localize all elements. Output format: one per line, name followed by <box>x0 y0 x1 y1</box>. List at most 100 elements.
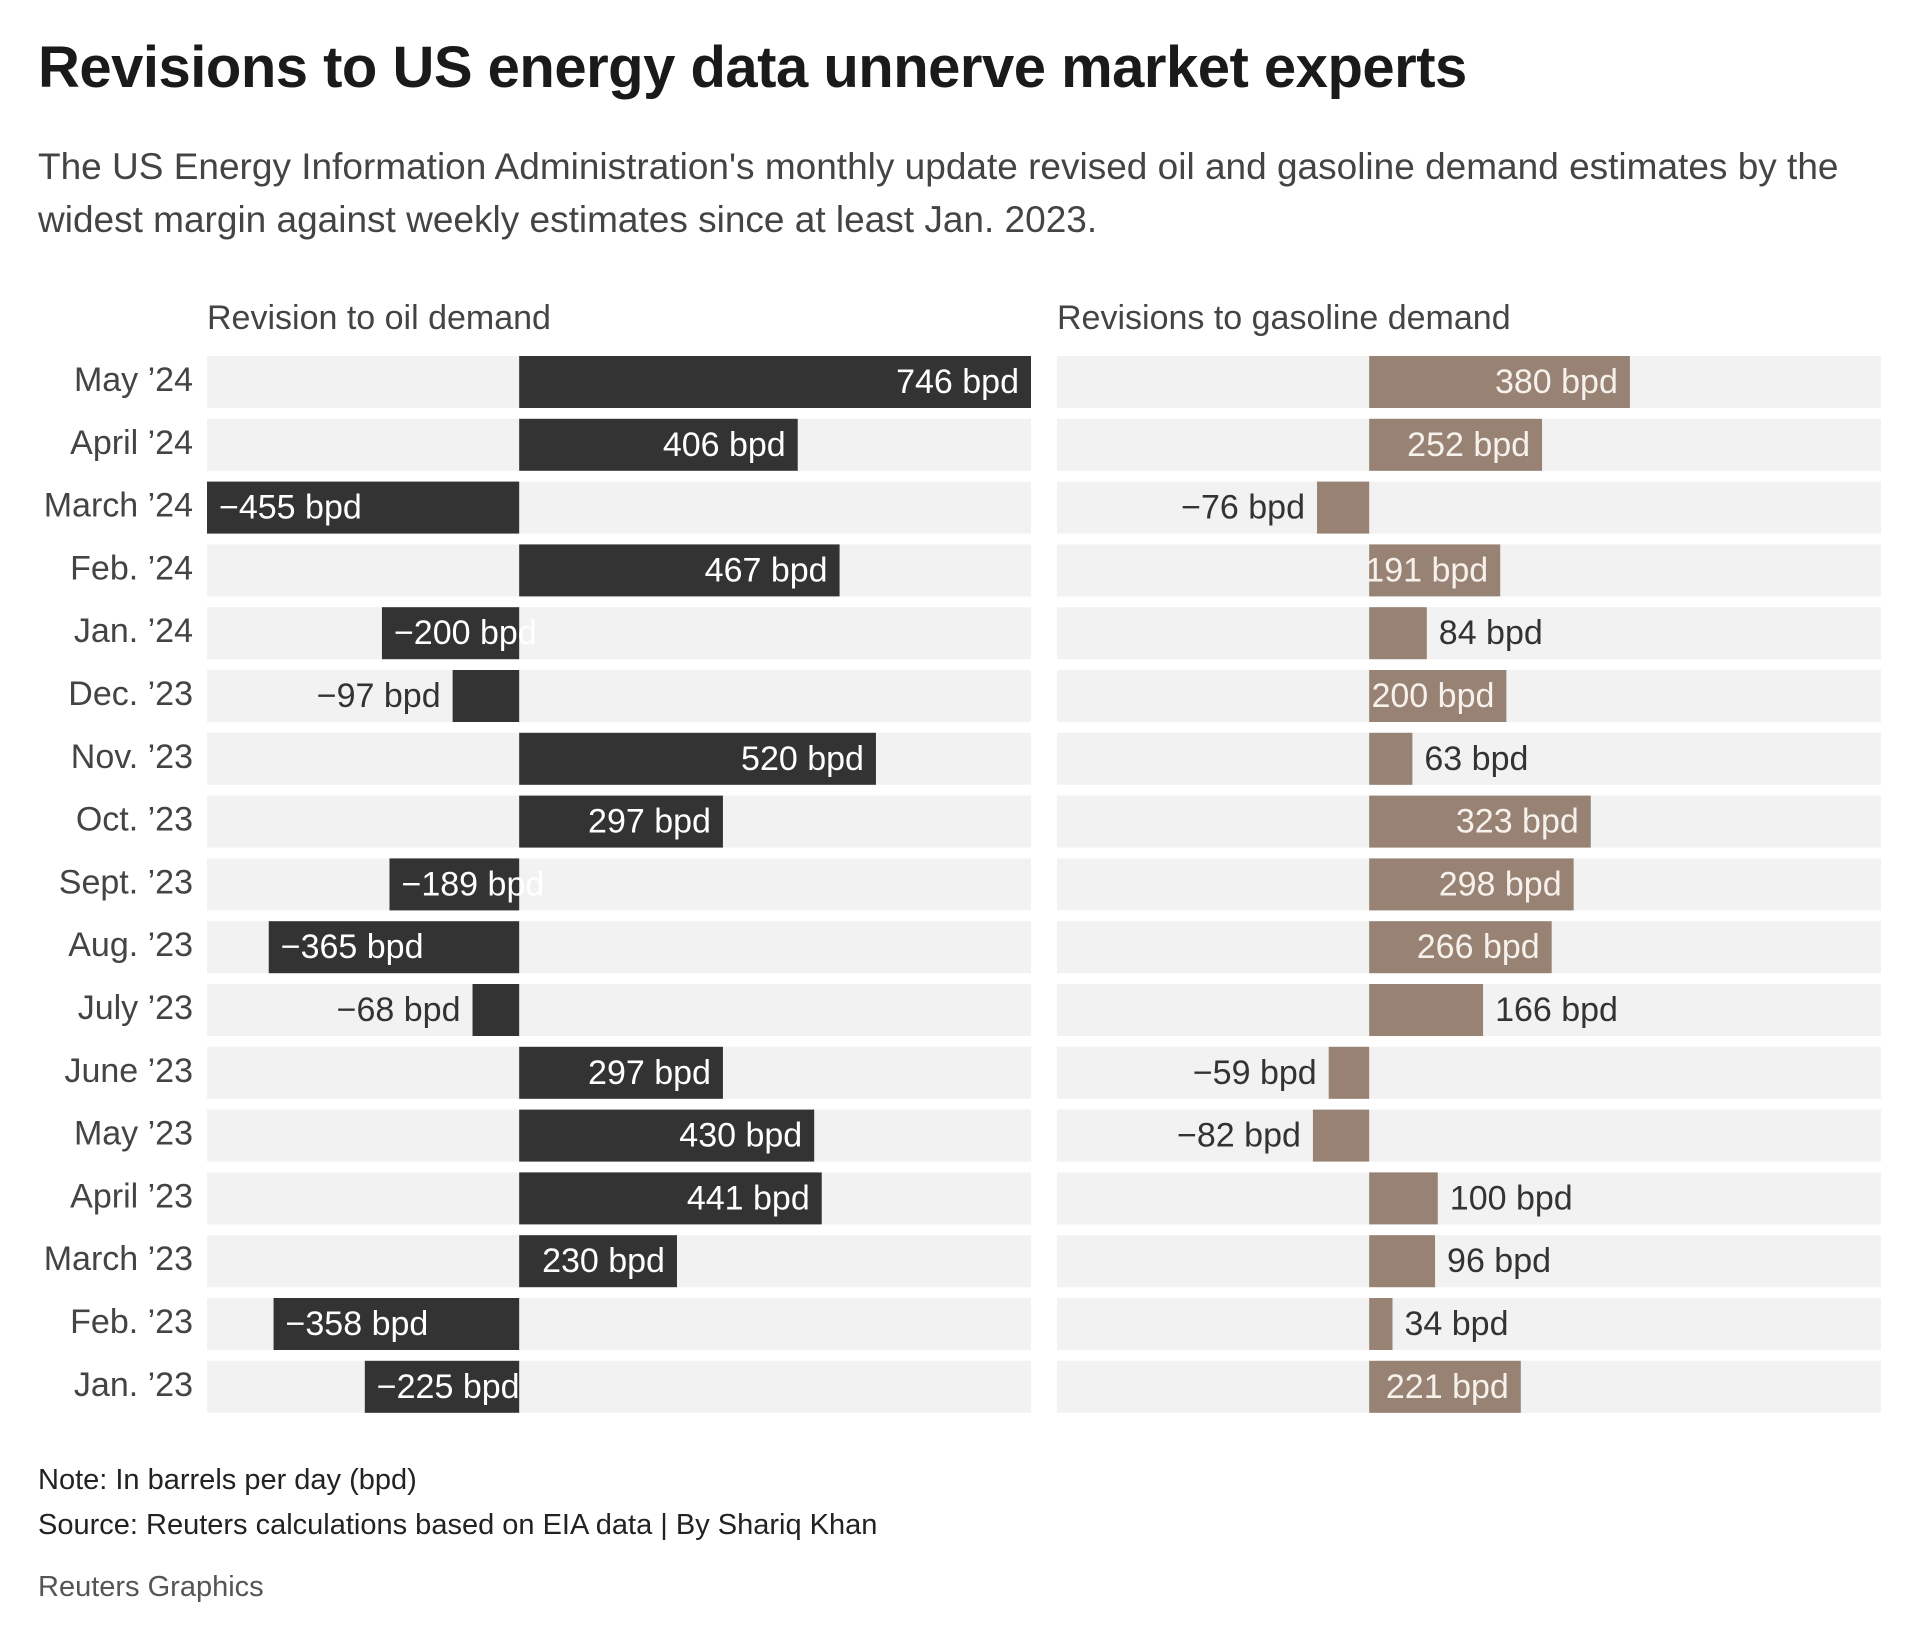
bar <box>1369 607 1427 660</box>
bar <box>381 607 520 660</box>
panel-title: Revision to oil demand <box>207 299 551 337</box>
category-label: Jan. ’23 <box>74 1366 193 1404</box>
bar <box>1369 1235 1436 1288</box>
value-label: 441 bpd <box>687 1179 810 1217</box>
value-label: −225 bpd <box>377 1368 520 1406</box>
value-label: −365 bpd <box>281 928 424 966</box>
category-label: Aug. ’23 <box>68 926 193 964</box>
value-label: 467 bpd <box>705 551 828 589</box>
value-label: −82 bpd <box>1177 1117 1301 1155</box>
value-label: −455 bpd <box>219 489 362 527</box>
category-label: Sept. ’23 <box>59 863 193 901</box>
bar <box>1369 1298 1393 1350</box>
row-background <box>1057 1172 1881 1225</box>
value-label: 63 bpd <box>1424 740 1528 778</box>
row-background <box>1057 481 1881 534</box>
title: Revisions to US energy data unnerve mark… <box>38 35 1467 100</box>
value-label: 100 bpd <box>1450 1179 1573 1217</box>
bar <box>1369 1172 1438 1225</box>
category-label: March ’24 <box>44 487 193 525</box>
bar <box>452 670 520 722</box>
value-label: 298 bpd <box>1439 865 1562 903</box>
category-label: Jan. ’24 <box>74 612 193 650</box>
value-label: 323 bpd <box>1456 803 1579 841</box>
value-label: 297 bpd <box>588 1054 711 1092</box>
category-label: May ’24 <box>74 361 193 399</box>
bar <box>389 858 520 911</box>
bar <box>1369 670 1507 722</box>
value-label: 200 bpd <box>1371 677 1494 715</box>
bar <box>364 1360 520 1413</box>
category-label: Nov. ’23 <box>71 738 193 776</box>
value-label: −358 bpd <box>286 1305 429 1343</box>
value-label: 191 bpd <box>1365 551 1488 589</box>
bar <box>1369 858 1574 911</box>
bar <box>1369 984 1484 1036</box>
value-label: 266 bpd <box>1417 928 1540 966</box>
bar <box>1369 418 1543 471</box>
bar <box>519 418 798 471</box>
row-background <box>207 607 1031 660</box>
bar <box>519 732 876 785</box>
category-label: Feb. ’24 <box>70 549 193 587</box>
row-background <box>207 858 1031 911</box>
bar <box>519 1235 677 1288</box>
bar <box>519 1046 723 1099</box>
bar <box>519 1109 815 1162</box>
bar <box>1369 732 1413 785</box>
row-background <box>1057 1298 1881 1350</box>
category-label: May ’23 <box>74 1115 193 1153</box>
bar <box>1369 356 1630 408</box>
subtitle: The US Energy Information Administration… <box>38 146 1839 240</box>
row-background <box>1057 1046 1881 1099</box>
value-label: −97 bpd <box>317 677 441 715</box>
category-label: Dec. ’23 <box>68 675 193 713</box>
value-label: 221 bpd <box>1386 1368 1509 1406</box>
row-background <box>1057 1109 1881 1162</box>
value-label: −76 bpd <box>1181 489 1305 527</box>
category-label: April ’23 <box>70 1177 193 1215</box>
credit: Reuters Graphics <box>38 1571 264 1603</box>
value-label: 252 bpd <box>1407 426 1530 464</box>
value-label: 520 bpd <box>741 740 864 778</box>
bar <box>519 356 1031 408</box>
value-label: 84 bpd <box>1439 614 1543 652</box>
bar <box>1369 1360 1521 1413</box>
bar <box>519 544 840 597</box>
row-background <box>1057 1235 1881 1288</box>
bar <box>1328 1046 1370 1099</box>
category-label: Oct. ’23 <box>76 801 193 839</box>
row-background <box>207 984 1031 1036</box>
value-label: −200 bpd <box>394 614 537 652</box>
source: Source: Reuters calculations based on EI… <box>38 1509 878 1541</box>
bar <box>1369 795 1591 848</box>
value-label: 430 bpd <box>679 1117 802 1155</box>
value-label: 406 bpd <box>663 426 786 464</box>
bar <box>519 1172 822 1225</box>
value-label: 230 bpd <box>542 1242 665 1280</box>
bar <box>273 1298 520 1350</box>
value-label: 297 bpd <box>588 803 711 841</box>
category-label: March ’23 <box>44 1240 193 1278</box>
row-background <box>1057 732 1881 785</box>
panel-title: Revisions to gasoline demand <box>1057 299 1511 337</box>
value-label: 96 bpd <box>1447 1242 1551 1280</box>
bar <box>1369 544 1501 597</box>
row-background <box>207 1360 1031 1413</box>
value-label: −59 bpd <box>1193 1054 1317 1092</box>
note: Note: In barrels per day (bpd) <box>38 1464 417 1496</box>
value-label: −68 bpd <box>337 991 461 1029</box>
bar <box>1317 481 1370 534</box>
category-label: April ’24 <box>70 424 193 462</box>
category-label: July ’23 <box>78 989 193 1027</box>
value-label: 380 bpd <box>1495 363 1618 401</box>
bar <box>472 984 520 1036</box>
value-label: 166 bpd <box>1495 991 1618 1029</box>
bar <box>207 481 520 534</box>
bar <box>268 921 520 974</box>
category-label: June ’23 <box>64 1052 193 1090</box>
value-label: 34 bpd <box>1405 1305 1509 1343</box>
bar <box>1312 1109 1370 1162</box>
bar <box>519 795 723 848</box>
